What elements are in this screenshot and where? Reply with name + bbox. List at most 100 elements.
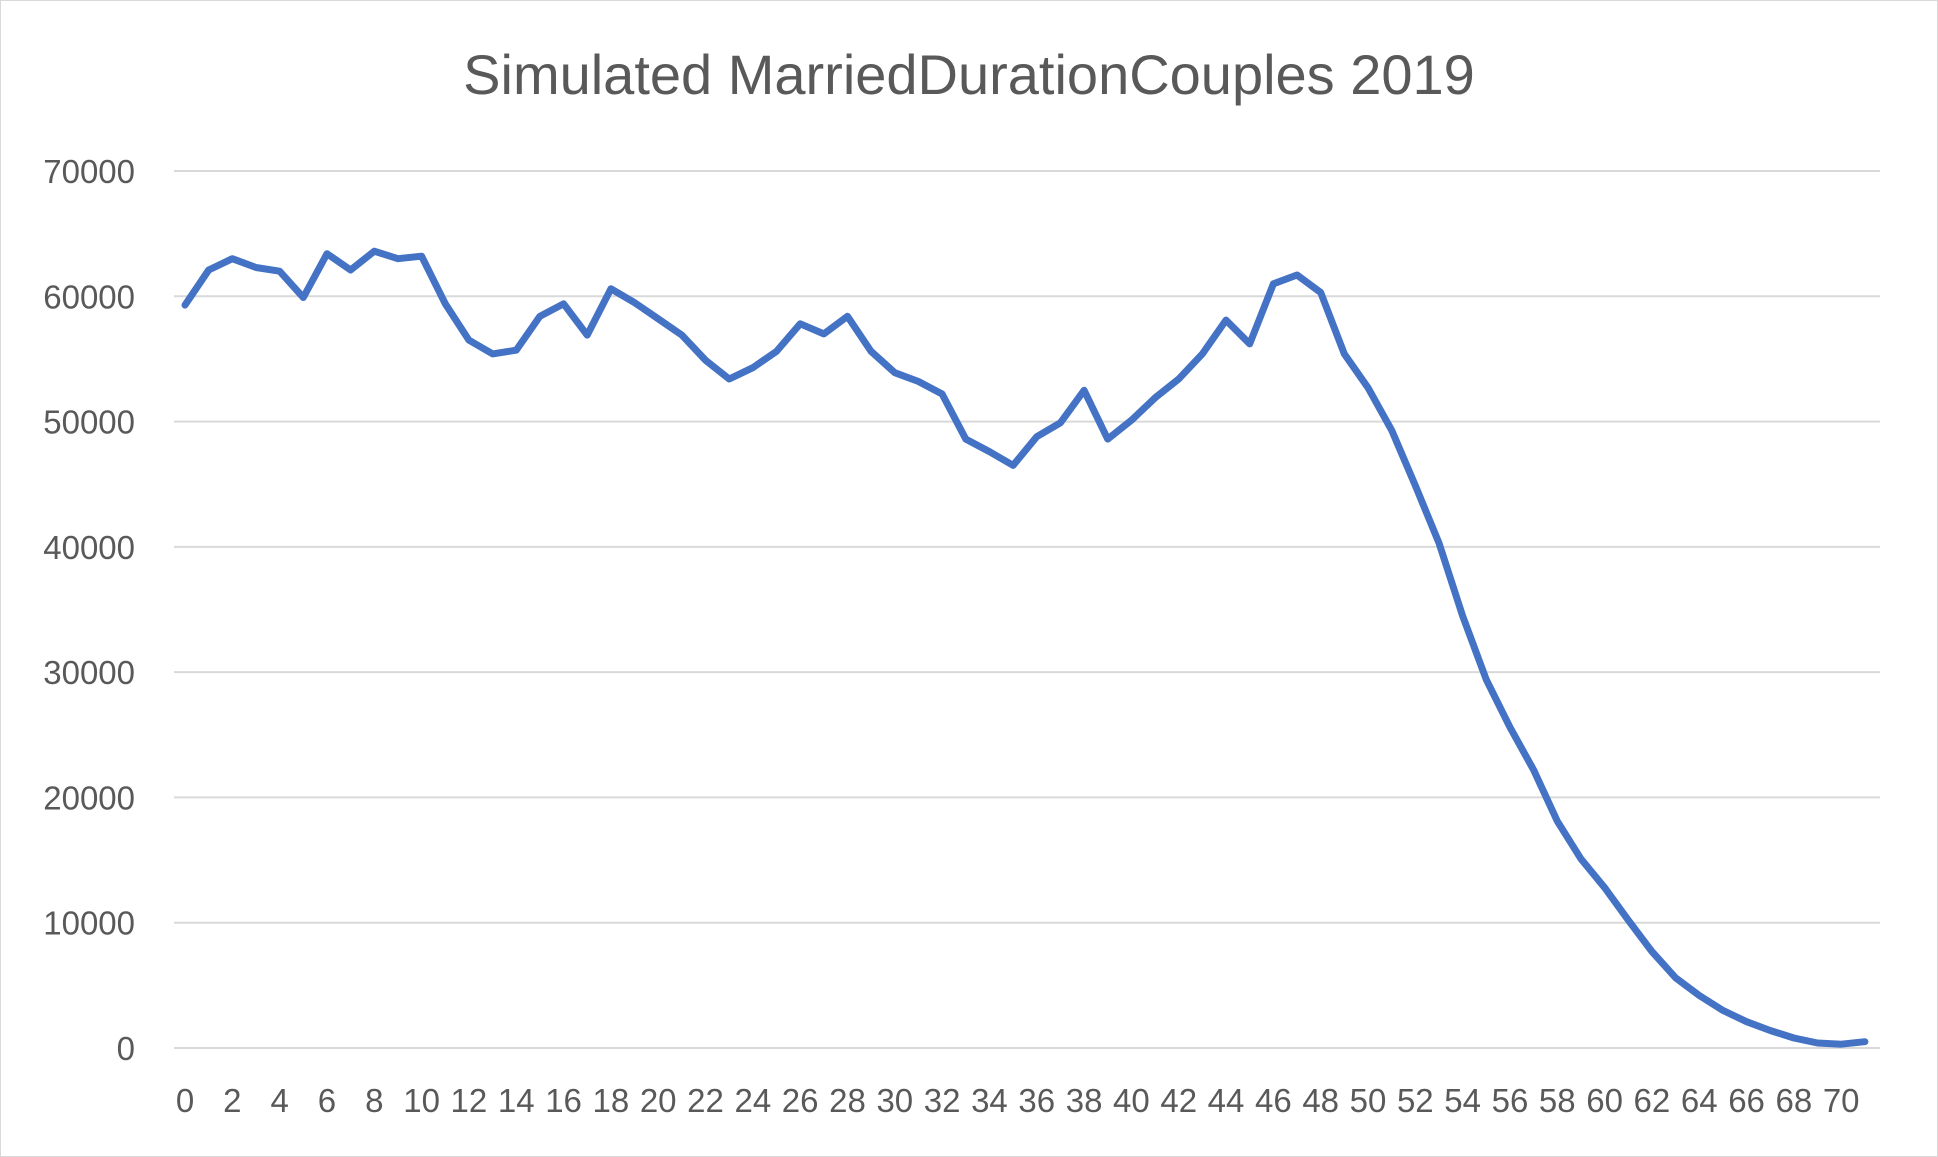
data-point	[1743, 1018, 1750, 1025]
data-point	[1459, 612, 1466, 619]
x-tick-label: 54	[1444, 1082, 1481, 1119]
data-point	[253, 264, 259, 271]
x-tick-label: 60	[1586, 1082, 1623, 1119]
x-tick-label: 0	[176, 1082, 194, 1119]
data-point	[986, 448, 993, 455]
data-point	[1861, 1038, 1868, 1045]
data-point	[560, 300, 567, 307]
data-point	[1341, 350, 1348, 357]
data-point	[749, 364, 756, 371]
x-tick-label: 64	[1681, 1082, 1718, 1119]
gridlines	[174, 170, 1880, 1049]
y-tick-label: 0	[117, 1030, 135, 1067]
x-tick-label: 6	[318, 1082, 336, 1119]
data-point	[1081, 387, 1088, 394]
data-point	[868, 348, 875, 355]
data-point	[1814, 1040, 1821, 1046]
x-tick-label: 20	[640, 1082, 677, 1119]
series-group	[181, 247, 1869, 1048]
data-point	[962, 436, 969, 443]
data-point	[702, 357, 709, 364]
x-tick-label: 48	[1302, 1082, 1339, 1119]
data-point	[1436, 540, 1442, 547]
data-point	[371, 248, 378, 255]
chart-title: Simulated MarriedDurationCouples 2019	[463, 43, 1475, 106]
data-point	[394, 255, 401, 262]
data-point	[276, 268, 283, 275]
x-tick-label: 66	[1728, 1082, 1765, 1119]
data-point	[347, 267, 354, 273]
data-point	[678, 332, 685, 339]
data-point	[891, 369, 898, 376]
x-tick-label: 22	[687, 1082, 724, 1119]
data-point	[1838, 1041, 1845, 1048]
data-point	[536, 313, 543, 320]
data-point	[205, 267, 212, 273]
data-point	[1175, 376, 1182, 382]
data-point	[418, 253, 425, 260]
data-point	[726, 376, 733, 382]
data-point	[1507, 724, 1513, 731]
x-tick-label: 28	[829, 1082, 866, 1119]
data-point	[915, 378, 922, 385]
x-tick-label: 44	[1208, 1082, 1245, 1119]
x-tick-label: 70	[1823, 1082, 1860, 1119]
x-tick-label: 36	[1018, 1082, 1055, 1119]
x-tick-label: 18	[593, 1082, 630, 1119]
data-point	[324, 250, 330, 257]
data-point	[584, 332, 591, 339]
data-point	[844, 313, 851, 320]
data-point	[489, 350, 496, 357]
data-point	[1672, 974, 1679, 981]
y-tick-label: 70000	[43, 153, 135, 190]
data-point	[1057, 419, 1064, 426]
y-tick-label: 60000	[43, 278, 135, 315]
data-point	[1010, 462, 1017, 469]
data-point	[1767, 1027, 1774, 1034]
data-point	[1388, 427, 1395, 434]
x-tick-label: 52	[1397, 1082, 1434, 1119]
data-point	[1365, 384, 1371, 391]
y-axis-tick-labels: 0 10000 20000 30000 40000 50000 60000 70000	[43, 153, 135, 1067]
data-point	[1554, 818, 1561, 825]
data-point	[1294, 272, 1300, 278]
x-tick-label: 38	[1066, 1082, 1103, 1119]
x-tick-label: 40	[1113, 1082, 1150, 1119]
x-tick-label: 16	[545, 1082, 582, 1119]
y-tick-label: 40000	[43, 529, 135, 566]
data-point	[513, 347, 520, 354]
y-tick-label: 30000	[43, 654, 135, 691]
data-point	[1412, 482, 1419, 489]
x-tick-label: 4	[270, 1082, 288, 1119]
x-tick-label: 10	[403, 1082, 440, 1119]
data-point	[1199, 350, 1206, 357]
data-point	[1601, 884, 1608, 891]
data-point	[1128, 417, 1135, 424]
data-point	[939, 391, 946, 397]
data-point	[182, 302, 188, 309]
x-tick-label: 32	[924, 1082, 961, 1119]
x-tick-label: 26	[782, 1082, 819, 1119]
data-point	[229, 255, 236, 262]
data-point	[1270, 280, 1277, 287]
x-tick-label: 12	[451, 1082, 488, 1119]
data-point	[1625, 917, 1632, 924]
data-point	[1790, 1035, 1797, 1041]
x-tick-label: 46	[1255, 1082, 1292, 1119]
data-point	[1152, 394, 1159, 401]
data-point	[1483, 676, 1490, 683]
y-tick-label: 50000	[43, 404, 135, 441]
x-tick-label: 56	[1492, 1082, 1529, 1119]
x-tick-label: 30	[876, 1082, 913, 1119]
data-point	[1648, 948, 1655, 955]
data-point	[1530, 766, 1537, 773]
data-point	[442, 300, 449, 307]
x-axis-tick-labels: 0 2 4 6 8 10 12 14 16 18 20 22 24 26 28 30 32 34 36 38 40 42 4…	[176, 1082, 1860, 1119]
x-tick-label: 34	[971, 1082, 1008, 1119]
x-tick-label: 8	[365, 1082, 383, 1119]
x-tick-label: 42	[1160, 1082, 1197, 1119]
x-tick-label: 50	[1350, 1082, 1387, 1119]
x-tick-label: 14	[498, 1082, 535, 1119]
y-tick-label: 10000	[43, 905, 135, 942]
